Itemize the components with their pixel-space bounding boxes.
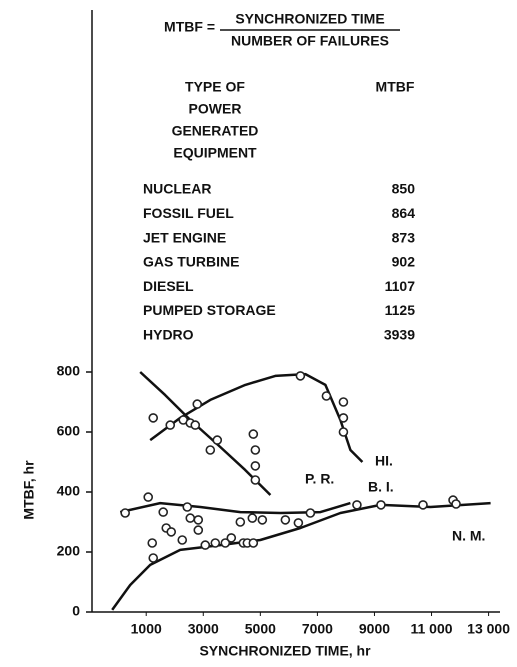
data-point [376, 500, 386, 510]
y-axis-label: MTBF, hr [21, 460, 37, 520]
row-label: JET ENGINE [143, 229, 226, 245]
formula-numerator: SYNCHRONIZED TIME [235, 11, 384, 27]
data-point [205, 445, 216, 455]
data-point [220, 538, 231, 548]
fit-curve [139, 371, 272, 496]
y-tick-label: 200 [57, 543, 81, 559]
data-point [338, 427, 349, 437]
data-point [247, 513, 258, 523]
data-point [248, 429, 259, 439]
data-point [185, 513, 196, 523]
y-tick-label: 600 [57, 423, 81, 439]
row-label: FOSSIL FUEL [143, 205, 234, 221]
data-point [193, 525, 204, 535]
curve-label: P. R. [305, 471, 334, 487]
x-tick-label: 11 000 [410, 621, 452, 637]
row-value: 864 [392, 205, 416, 221]
data-point [200, 540, 211, 550]
x-axis-label: SYNCHRONIZED TIME, hr [199, 643, 371, 659]
row-value: 1125 [385, 302, 416, 318]
x-tick-label: 9000 [359, 621, 390, 637]
x-tick-label: 3000 [188, 621, 219, 637]
data-point [226, 533, 237, 543]
data-point [321, 391, 332, 401]
header-type: POWER [189, 101, 242, 117]
data-point [148, 413, 159, 423]
data-point [250, 445, 261, 455]
data-point [451, 499, 461, 509]
x-tick-label: 7000 [302, 621, 333, 637]
data-point [190, 420, 201, 430]
row-value: 3939 [384, 327, 415, 343]
data-point [192, 399, 203, 409]
data-point [182, 502, 193, 512]
data-point [250, 461, 261, 471]
row-label: DIESEL [143, 278, 194, 294]
row-value: 902 [392, 254, 416, 270]
fit-curve [111, 501, 491, 611]
data-point [305, 508, 316, 518]
y-tick-label: 0 [72, 603, 80, 619]
row-label: PUMPED STORAGE [143, 302, 276, 318]
data-point [352, 500, 362, 510]
data-point [147, 538, 158, 548]
x-tick-label: 1000 [131, 621, 162, 637]
data-point [338, 413, 349, 423]
data-point [280, 515, 291, 525]
curve-label: N. M. [452, 528, 485, 544]
y-tick-label: 400 [57, 483, 81, 499]
data-point [210, 538, 221, 548]
x-tick-label: 13 000 [467, 621, 510, 637]
header-type: EQUIPMENT [173, 145, 257, 161]
row-value: 873 [392, 229, 416, 245]
data-point [293, 518, 304, 528]
fit-curve [119, 501, 351, 515]
row-value: 850 [392, 181, 416, 197]
formula-lhs: MTBF = [164, 19, 215, 35]
data-point [193, 515, 204, 525]
data-point [143, 492, 154, 502]
data-point [235, 517, 246, 527]
header-mtbf: MTBF [376, 79, 415, 95]
data-point [250, 475, 261, 485]
row-label: GAS TURBINE [143, 254, 239, 270]
data-point [248, 538, 259, 548]
y-tick-label: 800 [57, 363, 81, 379]
data-point [418, 500, 428, 510]
data-point [158, 507, 169, 517]
data-point [338, 397, 349, 407]
row-label: NUCLEAR [143, 181, 211, 197]
data-point [166, 527, 177, 537]
x-tick-label: 5000 [245, 621, 276, 637]
formula-denominator: NUMBER OF FAILURES [231, 33, 389, 49]
data-point [257, 515, 268, 525]
data-point [148, 553, 159, 563]
header-type: TYPE OF [185, 79, 245, 95]
row-value: 1107 [385, 278, 416, 294]
data-point [165, 420, 176, 430]
data-point [295, 371, 306, 381]
header-type: GENERATED [172, 123, 259, 139]
data-point [177, 535, 188, 545]
row-label: HYDRO [143, 327, 194, 343]
curve-label: B. I. [368, 479, 394, 495]
data-point [120, 508, 130, 518]
curve-label: HI. [375, 453, 393, 469]
data-point [212, 435, 223, 445]
